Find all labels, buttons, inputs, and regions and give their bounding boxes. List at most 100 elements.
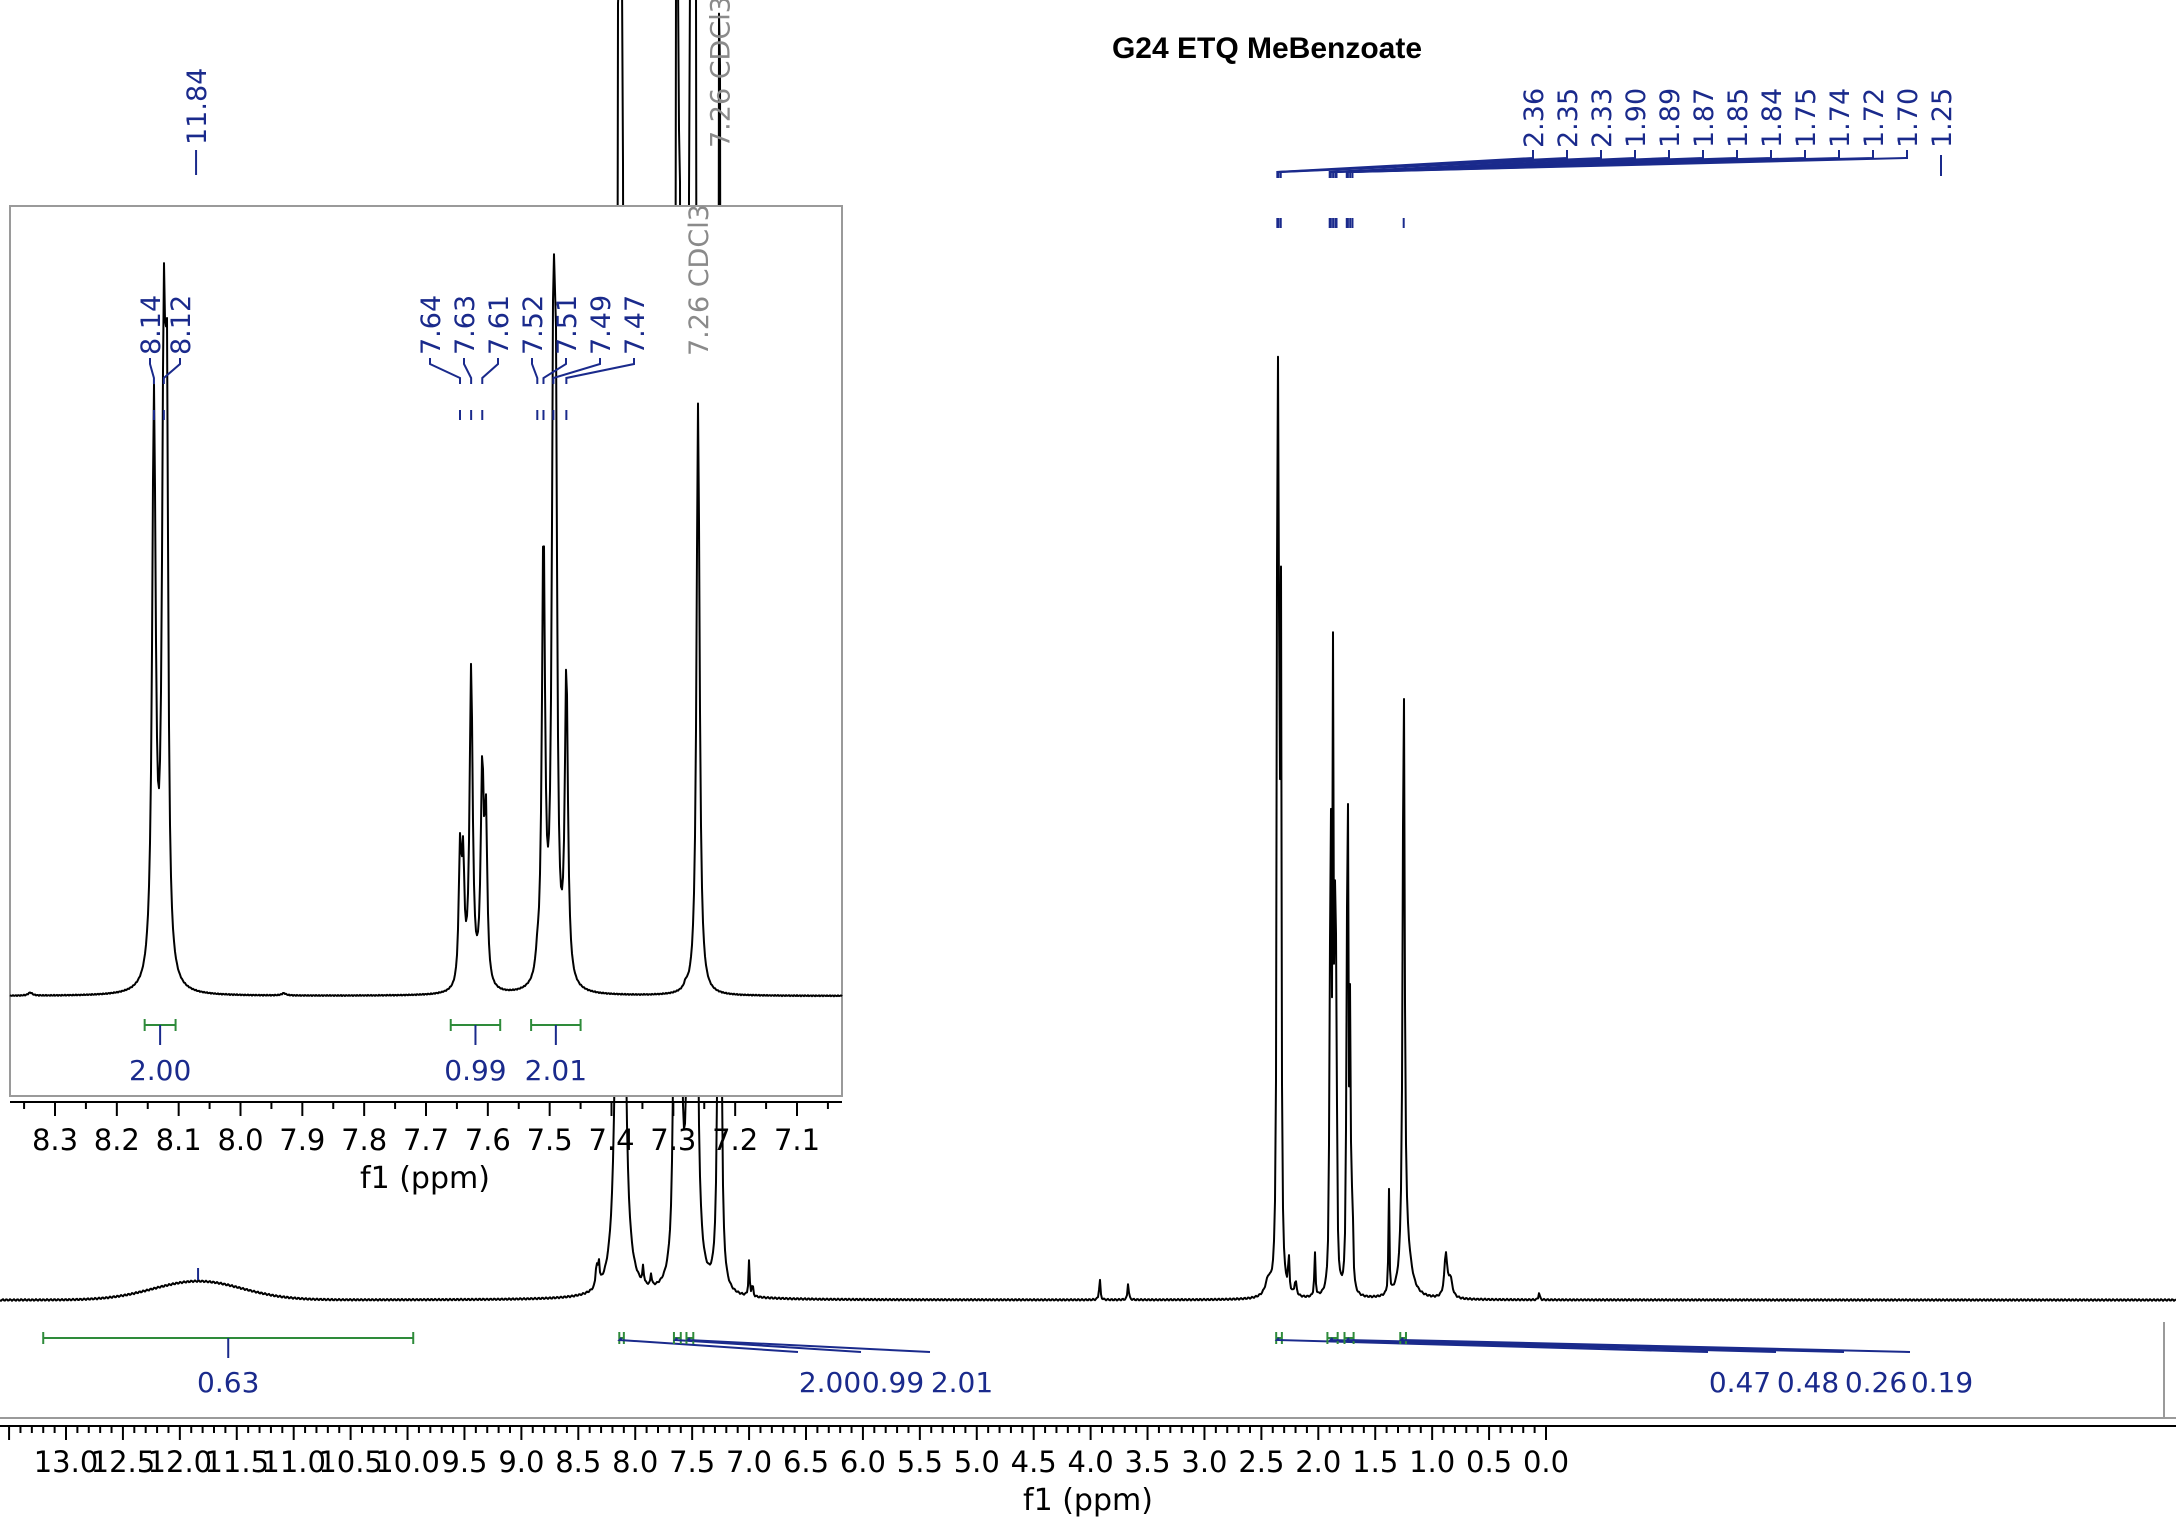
integral-leader (617, 1337, 799, 1353)
main-x-tick-label: 11.5 (204, 1445, 269, 1479)
peak-label-text: 1.72 (1859, 88, 1890, 148)
peak-label: 1.25 (1402, 88, 1958, 228)
inset-x-tick-label: 7.8 (341, 1123, 387, 1157)
main-integral-value: 0.48 (1777, 1366, 1839, 1399)
main-x-tick-label: 8.0 (612, 1445, 658, 1479)
main-integral: 0.63 (42, 1332, 415, 1399)
inset-x-axis-ticks (23, 1102, 829, 1116)
peak-label-text: 1.25 (1927, 88, 1958, 148)
integral-leader (1274, 1337, 1709, 1353)
peak-label-text: 7.51 (552, 295, 583, 355)
peak-label-text: 2.35 (1553, 88, 1584, 148)
peak-label-text: 1.84 (1757, 88, 1788, 148)
peak-label-text: 1.70 (1893, 88, 1924, 148)
main-integral: 2.01 (685, 1332, 993, 1399)
peak-label: 1.90 (1328, 88, 1652, 228)
main-x-tick-label: 1.0 (1409, 1445, 1455, 1479)
peak-label-text: 1.75 (1791, 88, 1822, 148)
peak-label-text: 8.14 (136, 295, 167, 355)
main-x-tick-label: 11.0 (261, 1445, 326, 1479)
chart-title: G24 ETQ MeBenzoate (1112, 32, 1422, 65)
main-x-tick-label: 12.0 (148, 1445, 213, 1479)
peak-label-text: 7.64 (416, 295, 447, 355)
main-peak-labels: 11.84 7.26 CDCl3 2.36 2.35 2.33 1.90 1.89 1.87 1… (182, 0, 1958, 1280)
inset-x-tick-label: 7.5 (527, 1123, 573, 1157)
peak-label-text: 7.63 (450, 295, 481, 355)
main-integral-value: 2.01 (931, 1366, 993, 1399)
peak-label: 2.36 (1276, 88, 1550, 228)
main-x-tick-label: 9.5 (441, 1445, 487, 1479)
inset-peak-label: 7.47 (565, 295, 651, 420)
inset-x-tick-label: 8.3 (32, 1123, 78, 1157)
inset-x-tick-label: 7.6 (465, 1123, 511, 1157)
inset-solvent-label: 7.26 CDCl3 (684, 204, 715, 356)
main-x-tick-label: 4.0 (1068, 1445, 1114, 1479)
inset-x-axis-tick-labels: 8.3 8.2 8.1 8.0 7.9 7.8 7.7 7.6 7.5 7.4 7.3 7.2 7.1 (32, 1123, 820, 1157)
inset-integral: 0.99 (444, 1019, 507, 1087)
inset-x-axis-label: f1 (ppm) (360, 1161, 490, 1196)
inset-integrals: 2.00 0.99 2.01 (129, 1019, 587, 1087)
inset-peak-label: 8.14 (136, 295, 167, 420)
peak-label-text: 7.61 (484, 295, 515, 355)
peak-label-text: 8.12 (166, 295, 197, 355)
peak-label-text: 1.74 (1825, 88, 1856, 148)
main-x-tick-label: 10.5 (318, 1445, 383, 1479)
main-x-tick-label: 2.5 (1238, 1445, 1284, 1479)
main-x-tick-label: 0.0 (1523, 1445, 1569, 1479)
inset-peak-label: 7.61 (481, 295, 515, 420)
main-integral-value: 2.00 (799, 1366, 861, 1399)
integral-leader (1328, 1337, 1777, 1353)
inset-integral-value: 0.99 (444, 1054, 506, 1087)
main-spectrum-line (0, 0, 2176, 1302)
main-x-tick-label: 8.5 (555, 1445, 601, 1479)
peak-label-text: 7.49 (586, 295, 617, 355)
main-x-tick-label: 4.5 (1011, 1445, 1057, 1479)
main-x-tick-label: 3.0 (1181, 1445, 1227, 1479)
main-x-tick-label: 7.5 (669, 1445, 715, 1479)
main-integral: 0.26 (1343, 1332, 1907, 1399)
main-x-tick-label: 7.0 (726, 1445, 772, 1479)
inset-peak-label: 8.12 (162, 295, 197, 420)
main-integral: 0.48 (1326, 1332, 1839, 1399)
main-x-tick-label: 6.5 (783, 1445, 829, 1479)
main-integral: 0.47 (1274, 1332, 1771, 1399)
main-integral-value: 0.26 (1845, 1366, 1907, 1399)
peak-label-text: 2.33 (1587, 88, 1618, 148)
integral-leader (1344, 1337, 1845, 1353)
inset-integral-value: 2.00 (129, 1054, 191, 1087)
main-integral-value: 0.99 (862, 1366, 924, 1399)
main-x-axis-tick-labels: 13.012.512.011.511.010.510.0 9.5 9.0 8.5 8.0… (34, 1445, 1569, 1479)
inset-x-tick-label: 7.9 (279, 1123, 325, 1157)
main-integral-value: 0.47 (1709, 1366, 1771, 1399)
inset-spectrum-line (9, 253, 843, 998)
main-integrals: 0.63 2.00 0.99 2.01 0.47 0.48 0.26 0.19 (42, 1332, 1973, 1399)
peak-label-text: 7.47 (620, 295, 651, 355)
inset-x-tick-label: 8.1 (156, 1123, 202, 1157)
inset-x-tick-label: 7.4 (588, 1123, 634, 1157)
main-x-tick-label: 10.0 (375, 1445, 440, 1479)
inset-x-tick-label: 7.1 (774, 1123, 820, 1157)
inset-x-tick-label: 7.3 (650, 1123, 696, 1157)
peak-label-text: 1.89 (1655, 88, 1686, 148)
inset-x-tick-label: 8.0 (217, 1123, 263, 1157)
inset-integral-value: 2.01 (525, 1054, 587, 1087)
inset-integral: 2.01 (525, 1019, 587, 1087)
main-x-tick-label: 13.0 (34, 1445, 99, 1479)
main-integral-value: 0.19 (1911, 1366, 1973, 1399)
main-x-tick-label: 5.5 (897, 1445, 943, 1479)
main-x-tick-label: 1.5 (1352, 1445, 1398, 1479)
inset-peak-label: 7.52 (518, 295, 549, 420)
peak-label-text: 2.36 (1519, 88, 1550, 148)
peak-label-text: 1.90 (1621, 88, 1652, 148)
inset-integral: 2.00 (129, 1019, 191, 1087)
solvent-label: 7.26 CDCl3 (705, 0, 736, 148)
peak-label: 2.33 (1279, 88, 1618, 228)
main-x-axis-ticks (8, 1426, 1547, 1440)
inset-peak-label: 7.49 (552, 295, 617, 420)
peak-label-text: 1.87 (1689, 88, 1720, 148)
inset-peak-label: 7.51 (542, 295, 583, 420)
integral-leader (685, 1337, 931, 1353)
main-x-tick-label: 3.5 (1124, 1445, 1170, 1479)
inset-x-tick-label: 7.7 (403, 1123, 449, 1157)
